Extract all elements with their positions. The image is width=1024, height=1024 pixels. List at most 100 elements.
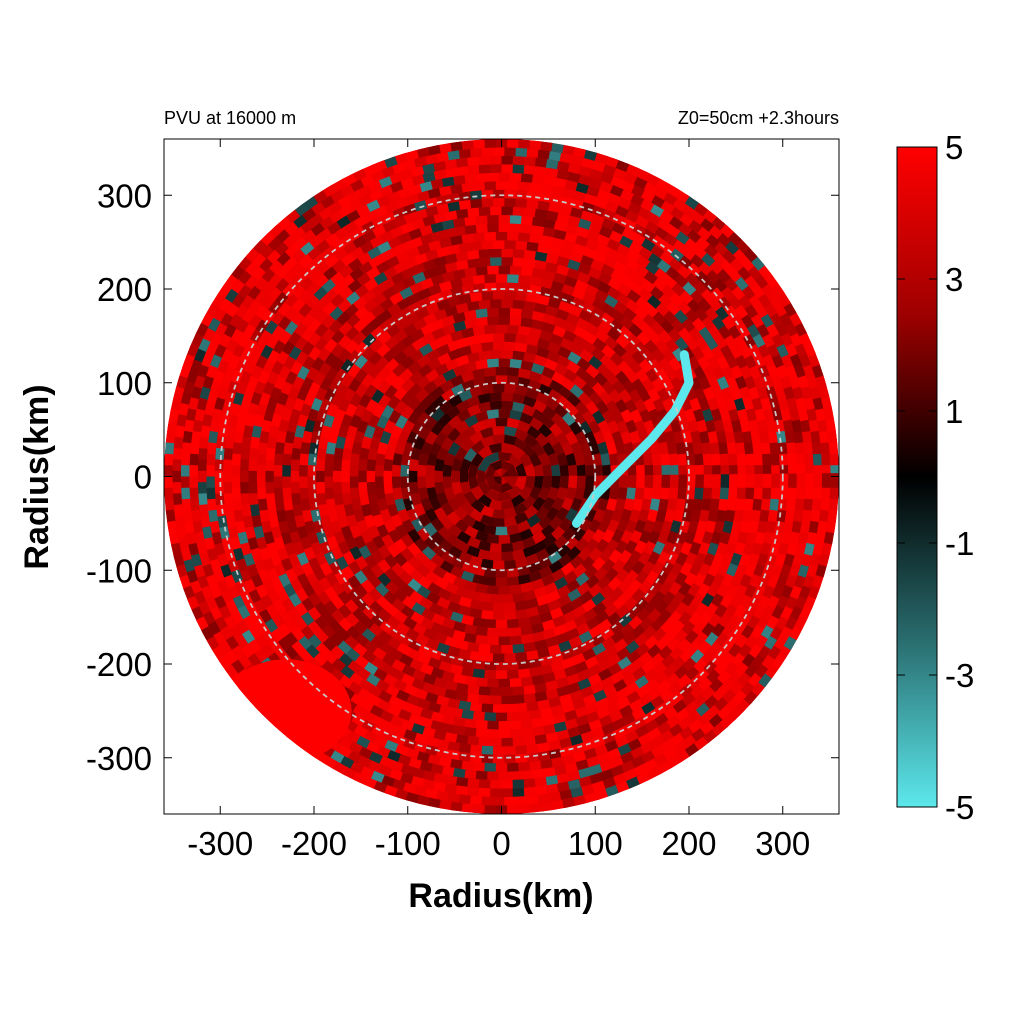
field-cell <box>720 462 730 477</box>
field-cell <box>458 596 474 608</box>
field-cell <box>531 408 547 422</box>
field-cell <box>490 687 504 696</box>
field-cell <box>198 448 208 463</box>
field-cell <box>394 414 408 430</box>
field-cell <box>497 409 511 418</box>
field-cell <box>513 240 528 251</box>
field-cell <box>473 266 488 276</box>
field-cell <box>265 493 276 508</box>
field-cell <box>182 430 193 447</box>
field-cell <box>430 622 447 635</box>
field-cell <box>601 528 616 544</box>
field-cell <box>514 139 530 149</box>
field-cell <box>450 611 465 624</box>
field-cell <box>458 648 474 660</box>
field-cell <box>504 703 519 713</box>
field-cell <box>507 762 522 772</box>
field-cell <box>315 459 326 473</box>
field-cell <box>643 518 656 534</box>
field-cell <box>728 529 741 545</box>
field-cell <box>561 411 576 426</box>
field-cell <box>440 315 456 328</box>
field-cell <box>503 341 516 351</box>
field-cell <box>669 417 682 433</box>
field-cell <box>430 421 445 437</box>
field-cell <box>494 417 508 427</box>
field-cell <box>678 474 688 488</box>
field-cell <box>511 392 526 404</box>
field-cell <box>652 463 662 477</box>
field-cell <box>472 574 487 585</box>
field-cell <box>332 482 343 496</box>
field-cell <box>527 275 542 287</box>
field-cell <box>690 428 701 444</box>
y-axis: 300 200 100 0 -100 -200 -300 <box>86 177 839 777</box>
field-cell <box>374 476 384 490</box>
field-cell <box>804 462 814 477</box>
field-cell <box>535 432 550 447</box>
field-cell <box>745 529 758 545</box>
field-cell <box>223 470 232 485</box>
field-cell <box>678 418 691 433</box>
field-cell <box>442 714 458 726</box>
field-cell <box>700 440 712 455</box>
field-cell <box>489 543 503 553</box>
field-cell <box>417 513 432 528</box>
field-cell <box>553 362 569 377</box>
field-cell <box>367 414 380 430</box>
field-cell <box>558 337 575 351</box>
field-cell <box>172 482 182 497</box>
field-cell <box>324 487 335 502</box>
field-cell <box>624 538 639 555</box>
field-cell <box>291 447 301 462</box>
field-cell <box>540 414 556 429</box>
field-cell <box>677 485 687 500</box>
field-cell <box>707 507 719 523</box>
field-cell <box>733 507 745 523</box>
field-cell <box>484 669 498 679</box>
field-cell <box>496 223 511 232</box>
field-cell <box>316 493 327 508</box>
field-cell <box>529 267 545 279</box>
field-cell <box>566 392 582 407</box>
field-cell <box>821 473 831 488</box>
field-cell <box>487 720 502 730</box>
field-cell <box>532 251 548 262</box>
field-cell <box>450 268 466 280</box>
field-cell <box>316 470 325 485</box>
field-cell <box>451 312 466 324</box>
field-cell <box>542 627 558 640</box>
x-axis-label: Radius(km) <box>408 877 593 915</box>
field-cell <box>268 425 280 441</box>
field-cell <box>438 400 454 415</box>
field-cell <box>461 425 477 440</box>
field-cell <box>675 496 686 511</box>
field-cell <box>425 638 442 651</box>
field-cell <box>512 787 528 797</box>
field-cell <box>324 476 334 490</box>
field-cell <box>495 712 510 722</box>
field-cell <box>422 673 439 686</box>
field-cell <box>540 269 556 281</box>
field-cell <box>794 439 805 455</box>
field-cell <box>343 436 355 451</box>
field-cell <box>359 447 370 462</box>
field-cell <box>478 779 494 789</box>
field-cell <box>317 436 329 451</box>
field-cell <box>462 514 477 528</box>
field-cell <box>498 534 512 544</box>
field-cell <box>425 692 441 705</box>
field-cell <box>641 497 652 512</box>
field-cell <box>487 164 502 174</box>
field-cell <box>410 447 422 462</box>
field-cell <box>500 392 514 402</box>
field-cell <box>684 529 697 545</box>
field-cell <box>733 428 744 444</box>
field-cell <box>440 502 455 517</box>
field-cell <box>793 506 804 522</box>
field-cell <box>538 451 551 466</box>
field-cell <box>198 436 209 452</box>
field-cell <box>330 393 344 409</box>
field-cell <box>437 526 453 541</box>
field-cell <box>531 631 547 643</box>
